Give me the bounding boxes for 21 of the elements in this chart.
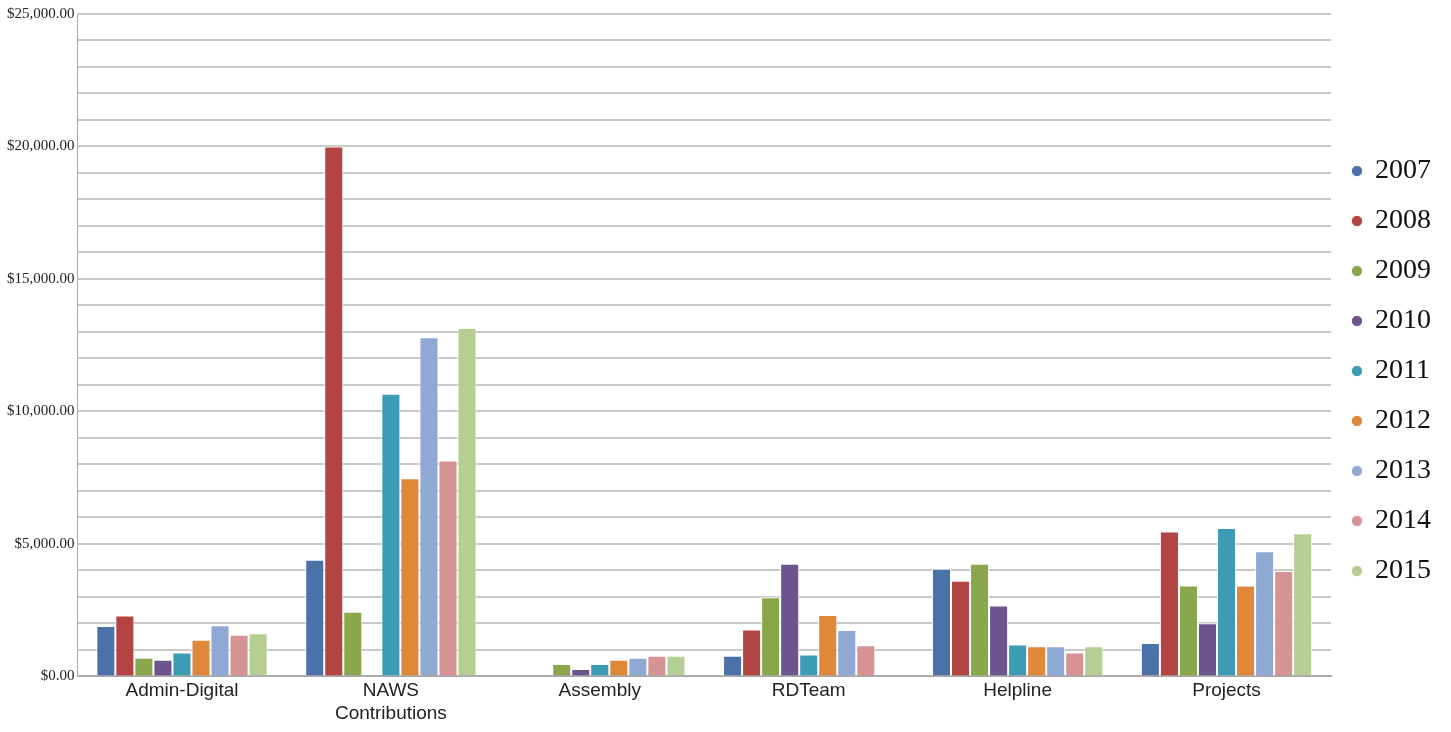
x-tick-label: RDTeam xyxy=(771,679,846,701)
y-tick-label: $0.00 xyxy=(40,667,75,684)
legend-label: 2009 xyxy=(1375,253,1431,285)
y-tick-label: $20,000.00 xyxy=(7,137,75,154)
legend-label: 2012 xyxy=(1375,403,1431,435)
legend-label: 2011 xyxy=(1375,353,1430,385)
y-tick-label: $25,000.00 xyxy=(7,4,75,21)
x-tick-label: NAWS Contributions xyxy=(334,679,447,723)
x-tick-label: Helpline xyxy=(983,679,1052,701)
y-tick-label: $5,000.00 xyxy=(14,534,75,551)
legend-label: 2014 xyxy=(1375,503,1431,535)
legend-label: 2007 xyxy=(1375,153,1431,185)
legend-label: 2015 xyxy=(1375,553,1431,585)
legend-label: 2008 xyxy=(1375,203,1431,235)
x-tick-label: Assembly xyxy=(558,679,642,701)
y-tick-label: $10,000.00 xyxy=(7,402,75,419)
y-tick-label: $15,000.00 xyxy=(7,269,75,286)
legend-label: 2013 xyxy=(1375,453,1431,485)
x-tick-label: Admin-Digital xyxy=(125,679,239,701)
legend-label: 2010 xyxy=(1375,303,1431,335)
x-tick-label: Projects xyxy=(1192,679,1261,701)
